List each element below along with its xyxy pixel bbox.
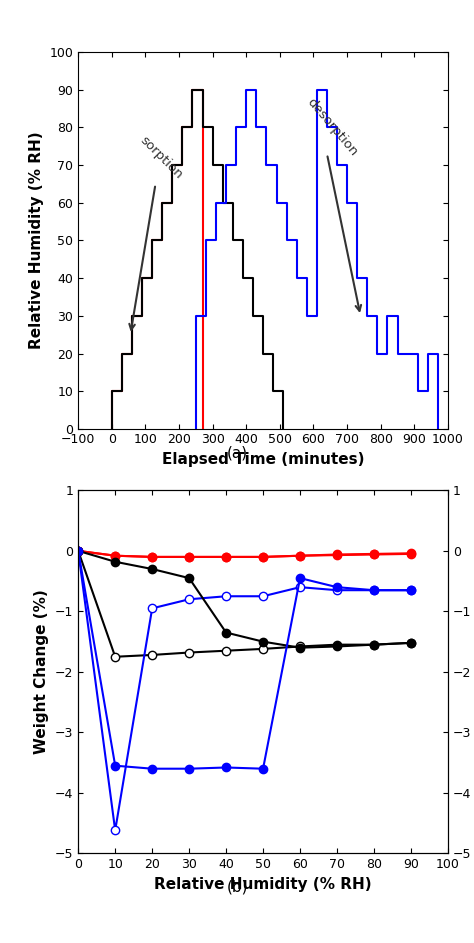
Y-axis label: Weight Change (%): Weight Change (%) (34, 589, 49, 754)
Text: (b): (b) (226, 879, 248, 894)
X-axis label: Elapsed Time (minutes): Elapsed Time (minutes) (162, 452, 365, 467)
X-axis label: Relative Humidity (% RH): Relative Humidity (% RH) (154, 877, 372, 892)
Text: (a): (a) (227, 445, 247, 460)
Text: sorption: sorption (137, 134, 185, 181)
Y-axis label: Relative Humidity (% RH): Relative Humidity (% RH) (29, 132, 44, 349)
Text: desorption: desorption (304, 96, 360, 158)
